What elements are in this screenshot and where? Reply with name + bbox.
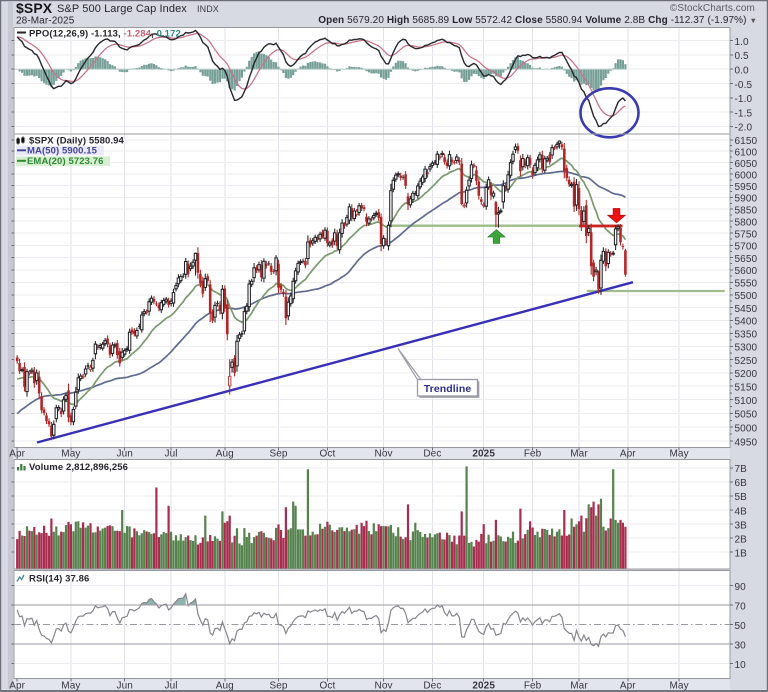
svg-text:6000: 6000	[735, 170, 758, 181]
svg-text:5650: 5650	[735, 254, 758, 265]
svg-text:4B: 4B	[735, 506, 748, 517]
svg-text:5800: 5800	[735, 218, 758, 229]
svg-text:5400: 5400	[735, 317, 758, 328]
svg-text:0.5: 0.5	[735, 51, 750, 62]
svg-text:Jul: Jul	[165, 681, 178, 692]
svg-text:5600: 5600	[735, 266, 758, 277]
svg-text:Sep: Sep	[269, 449, 287, 460]
svg-text:90: 90	[735, 582, 747, 593]
svg-text:5850: 5850	[735, 206, 758, 217]
svg-text:5550: 5550	[735, 279, 758, 290]
svg-text:Feb: Feb	[524, 449, 542, 460]
svg-text:Aug: Aug	[216, 681, 234, 692]
svg-text:1B: 1B	[735, 549, 748, 560]
svg-text:5450: 5450	[735, 304, 758, 315]
svg-text:5150: 5150	[735, 383, 758, 394]
svg-text:Open 5679.20 High 5685.89 Low: Open 5679.20 High 5685.89 Low 5572.42 Cl…	[318, 15, 757, 26]
svg-text:2025: 2025	[472, 681, 495, 692]
svg-text:5B: 5B	[735, 492, 748, 503]
svg-text:©StockCharts.com: ©StockCharts.com	[670, 3, 755, 14]
svg-text:Mar: Mar	[570, 449, 588, 460]
svg-text:30: 30	[735, 641, 747, 652]
svg-text:Apr: Apr	[9, 681, 25, 692]
svg-text:RSI(14) 37.86: RSI(14) 37.86	[29, 574, 89, 585]
svg-text:$SPX (Daily) 5580.94: $SPX (Daily) 5580.94	[29, 136, 125, 147]
svg-text:5300: 5300	[735, 343, 758, 354]
svg-text:6B: 6B	[735, 478, 748, 489]
svg-text:Oct: Oct	[319, 681, 335, 692]
svg-text:MA(50) 5900.15: MA(50) 5900.15	[27, 146, 98, 157]
svg-text:2B: 2B	[735, 535, 748, 546]
svg-text:Jul: Jul	[165, 449, 178, 460]
svg-text:-1.5: -1.5	[735, 108, 753, 119]
svg-text:Nov: Nov	[375, 449, 393, 460]
svg-text:Dec: Dec	[423, 681, 441, 692]
svg-text:May: May	[61, 681, 80, 692]
svg-text:Jun: Jun	[116, 681, 132, 692]
svg-text:1.0: 1.0	[735, 37, 750, 48]
svg-text:5100: 5100	[735, 396, 758, 407]
svg-text:5700: 5700	[735, 242, 758, 253]
svg-text:EMA(20) 5723.76: EMA(20) 5723.76	[27, 156, 103, 167]
svg-text:5250: 5250	[735, 356, 758, 367]
svg-text:6150: 6150	[735, 136, 758, 147]
svg-text:May: May	[61, 449, 80, 460]
svg-text:7B: 7B	[735, 464, 748, 475]
svg-text:5900: 5900	[735, 194, 758, 205]
svg-text:S&P 500 Large Cap Index: S&P 500 Large Cap Index	[57, 3, 187, 15]
svg-text:Trendline: Trendline	[424, 383, 472, 395]
svg-text:Oct: Oct	[319, 449, 335, 460]
svg-text:10: 10	[735, 660, 747, 671]
svg-text:2025: 2025	[472, 449, 495, 460]
svg-text:Apr: Apr	[620, 681, 636, 692]
svg-text:$SPX: $SPX	[16, 0, 53, 16]
svg-text:Dec: Dec	[423, 449, 441, 460]
svg-text:PPO(12,26,9) -1.113, -1.284, 0: PPO(12,26,9) -1.113, -1.284, 0.172	[29, 29, 181, 40]
svg-text:-1.0: -1.0	[735, 94, 753, 105]
svg-text:Aug: Aug	[216, 449, 234, 460]
svg-text:50: 50	[735, 621, 747, 632]
svg-text:6100: 6100	[735, 147, 758, 158]
svg-text:Apr: Apr	[9, 449, 25, 460]
svg-text:INDX: INDX	[197, 4, 219, 14]
svg-text:0.0: 0.0	[735, 66, 750, 77]
svg-text:6050: 6050	[735, 159, 758, 170]
svg-text:5350: 5350	[735, 330, 758, 341]
svg-text:-0.5: -0.5	[735, 80, 753, 91]
svg-text:5950: 5950	[735, 182, 758, 193]
svg-text:May: May	[669, 449, 688, 460]
svg-text:28-Mar-2025: 28-Mar-2025	[16, 16, 75, 27]
svg-text:5050: 5050	[735, 410, 758, 421]
svg-text:Feb: Feb	[524, 681, 542, 692]
svg-text:Volume 2,812,896,256: Volume 2,812,896,256	[29, 462, 128, 473]
svg-text:Apr: Apr	[620, 449, 636, 460]
svg-text:3B: 3B	[735, 520, 748, 531]
svg-text:5500: 5500	[735, 291, 758, 302]
svg-text:-2.0: -2.0	[735, 123, 753, 134]
svg-text:Mar: Mar	[570, 681, 588, 692]
svg-text:Sep: Sep	[269, 681, 287, 692]
svg-text:5750: 5750	[735, 230, 758, 241]
svg-text:Nov: Nov	[375, 681, 393, 692]
svg-text:May: May	[669, 681, 688, 692]
svg-text:5200: 5200	[735, 369, 758, 380]
svg-text:4950: 4950	[735, 438, 758, 449]
svg-text:Jun: Jun	[116, 449, 132, 460]
svg-text:5000: 5000	[735, 424, 758, 435]
svg-text:70: 70	[735, 602, 747, 613]
